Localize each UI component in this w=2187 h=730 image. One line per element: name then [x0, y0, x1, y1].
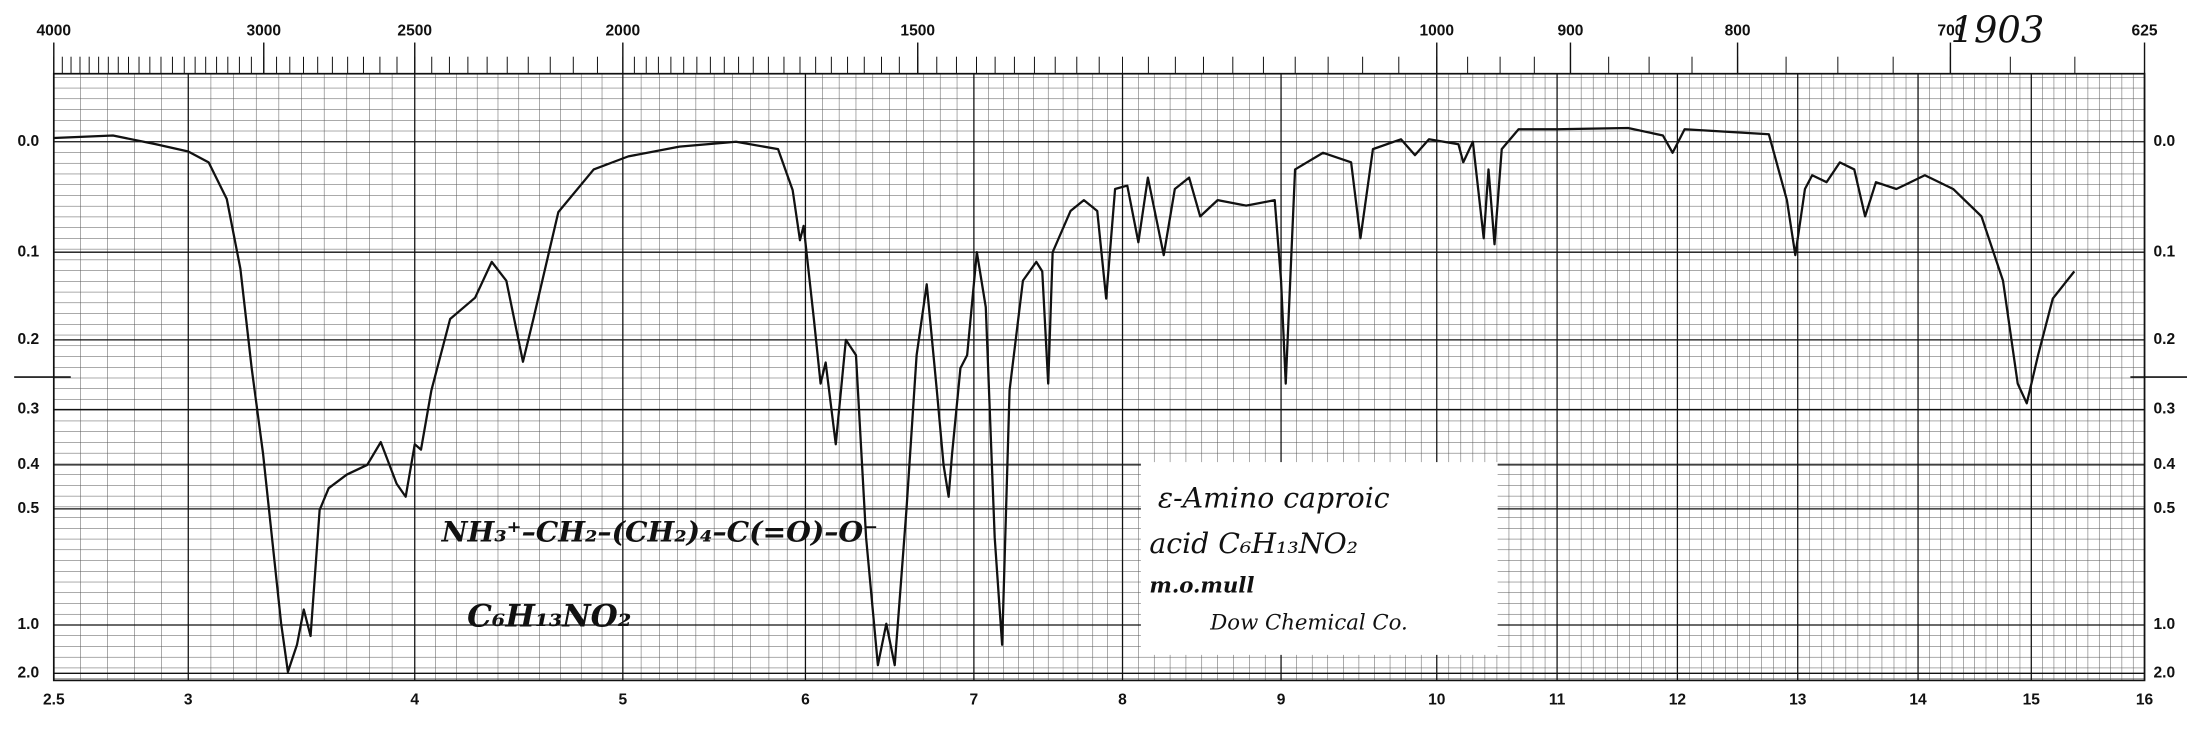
x2-tick-label: 1500: [900, 22, 935, 39]
x-tick-label: 6: [801, 691, 810, 708]
y-tick-label-right: 0.5: [2154, 500, 2176, 517]
x-tick-label: 12: [1669, 691, 1687, 708]
grid: [53, 42, 2146, 681]
y-tick-label: 2.0: [17, 664, 39, 681]
x-tick-label: 10: [1428, 691, 1446, 708]
x-tick-label: 15: [2023, 691, 2041, 708]
x-tick-label: 14: [1909, 691, 1927, 708]
x2-tick-label: 4000: [36, 22, 71, 39]
y-tick-label: 0.2: [17, 331, 39, 348]
formula-annotation: C₆H₁₃NO₂: [467, 599, 631, 635]
x2-tick-label: 2500: [397, 22, 432, 39]
chart-number: 1903: [1951, 9, 2045, 52]
x-tick-label: 5: [619, 691, 628, 708]
x-tick-label: 8: [1118, 691, 1127, 708]
x-tick-label: 11: [1549, 691, 1566, 708]
y-tick-label: 0.0: [17, 133, 39, 150]
y-tick-label-right: 0.3: [2154, 401, 2176, 418]
structure-annotation: NH₃⁺–CH₂–(CH₂)₄–C(=O)–O⁻: [441, 514, 878, 548]
x-tick-label: 16: [2136, 691, 2154, 708]
sample-prep: m.o.mull: [1149, 573, 1254, 598]
x2-tick-label: 2000: [606, 22, 641, 39]
x2-tick-label: 625: [2132, 22, 2158, 39]
y-tick-label: 0.4: [17, 456, 39, 473]
compound-formula: acid C₆H₁₃NO₂: [1149, 527, 1358, 560]
compound-name: ε-Amino caproic: [1158, 481, 1390, 514]
y-tick-label: 0.5: [17, 500, 39, 517]
x2-tick-label: 1000: [1419, 22, 1454, 39]
x-tick-label: 2.5: [43, 691, 65, 708]
y-tick-label: 0.1: [17, 243, 39, 260]
y-tick-label-right: 0.2: [2154, 331, 2176, 348]
y-tick-label-right: 1.0: [2154, 616, 2176, 633]
x2-tick-label: 3000: [246, 22, 281, 39]
x-tick-label: 4: [410, 691, 419, 708]
source: Dow Chemical Co.: [1209, 610, 1408, 635]
x2-tick-label: 900: [1557, 22, 1583, 39]
y-tick-label: 0.3: [17, 401, 39, 418]
x2-tick-label: 800: [1725, 22, 1751, 39]
y-tick-label-right: 0.0: [2154, 133, 2176, 150]
x2-tick-label: 700: [1937, 22, 1963, 39]
x-tick-label: 7: [970, 691, 979, 708]
y-tick-label-right: 0.1: [2154, 243, 2176, 260]
y-tick-label: 1.0: [17, 616, 39, 633]
x-tick-label: 9: [1277, 691, 1286, 708]
x-tick-label: 3: [184, 691, 193, 708]
y-tick-label-right: 0.4: [2154, 456, 2176, 473]
label-box: [1140, 462, 1498, 655]
y-tick-label-right: 2.0: [2154, 664, 2176, 681]
spectrum-line: [53, 126, 2076, 674]
x-tick-label: 13: [1789, 691, 1807, 708]
